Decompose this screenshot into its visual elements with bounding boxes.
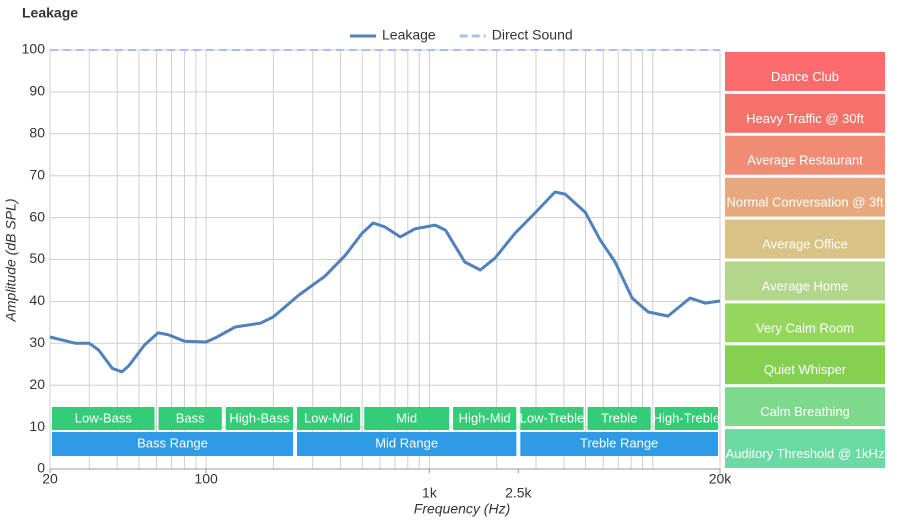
level-label: Average Home — [762, 278, 848, 293]
data-line — [49, 190, 721, 374]
x-tick-label: 20 — [42, 471, 58, 487]
level-box — [725, 345, 885, 385]
y-axis-label: Amplitude (dB SPL) — [3, 199, 19, 323]
band-label: Mid — [396, 410, 417, 425]
band — [587, 407, 651, 430]
y-tick-label: 40 — [29, 292, 45, 308]
level-label: Normal Conversation @ 3ft — [727, 195, 884, 210]
x-tick-label: 20k — [709, 471, 733, 487]
band-label: Treble — [601, 410, 637, 425]
band — [453, 407, 517, 430]
level-label: Average Office — [762, 236, 848, 251]
band — [52, 407, 155, 430]
y-tick-label: 10 — [29, 418, 45, 434]
band-label: High-Mid — [459, 410, 511, 425]
band — [225, 407, 293, 430]
level-box — [725, 135, 885, 175]
level-box — [725, 429, 885, 468]
band — [296, 407, 361, 430]
level-box — [725, 177, 885, 217]
band-label: High-Bass — [229, 410, 289, 425]
chart-title: Leakage — [22, 5, 78, 21]
y-tick-label: 100 — [22, 41, 46, 57]
y-tick-label: 30 — [29, 334, 45, 350]
level-label: Heavy Traffic @ 30ft — [746, 111, 864, 126]
y-tick-label: 60 — [29, 208, 45, 224]
band — [158, 407, 222, 430]
level-label: Auditory Threshold @ 1kHz — [726, 446, 885, 461]
level-box — [725, 387, 885, 427]
x-tick-label: 1k — [422, 485, 438, 501]
level-box — [725, 52, 885, 91]
range — [520, 432, 718, 456]
range — [52, 432, 293, 456]
level-box — [725, 93, 885, 133]
y-tick-label: 0 — [37, 460, 45, 476]
level-label: Quiet Whisper — [764, 362, 847, 377]
band — [520, 407, 584, 430]
x-tick-label: 100 — [194, 471, 218, 487]
level-box — [725, 219, 885, 259]
band — [654, 407, 718, 430]
level-label: Calm Breathing — [760, 404, 850, 419]
y-tick-label: 20 — [29, 376, 45, 392]
y-tick-label: 70 — [29, 166, 45, 182]
legend-label: Leakage — [382, 27, 436, 43]
range-label: Bass Range — [137, 435, 208, 450]
band-label: Low-Treble — [520, 410, 585, 425]
band-label: Low-Bass — [75, 410, 133, 425]
band-label: Low-Mid — [304, 410, 353, 425]
level-box — [725, 261, 885, 301]
range-label: Treble Range — [580, 435, 658, 450]
y-tick-label: 90 — [29, 83, 45, 99]
band-label: Bass — [176, 410, 205, 425]
y-tick-label: 50 — [29, 250, 45, 266]
level-label: Average Restaurant — [747, 153, 863, 168]
y-tick-label: 80 — [29, 125, 45, 141]
legend-label: Direct Sound — [492, 27, 573, 43]
band — [364, 407, 450, 430]
range — [296, 432, 517, 456]
x-tick-label: 2.5k — [505, 485, 532, 501]
range-label: Mid Range — [375, 435, 438, 450]
level-label: Dance Club — [771, 69, 839, 84]
x-axis-label: Frequency (Hz) — [414, 501, 510, 517]
band-label: High-Treble — [653, 410, 720, 425]
level-label: Very Calm Room — [756, 320, 854, 335]
level-box — [725, 303, 885, 343]
